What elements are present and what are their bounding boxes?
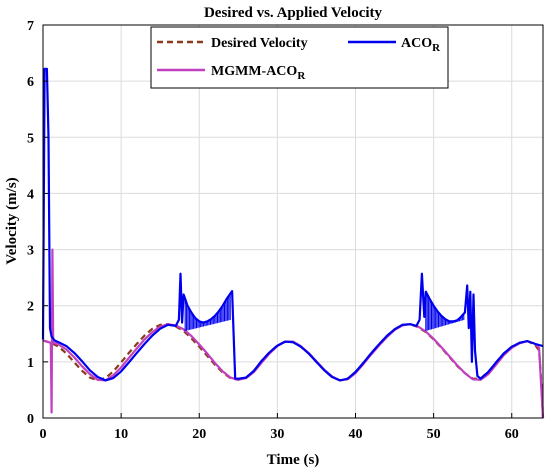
y-tick-label: 6 (27, 75, 34, 90)
x-tick-label: 40 (349, 427, 363, 442)
series-layer (41, 67, 545, 419)
legend-box (150, 26, 449, 89)
y-tick-label: 2 (27, 300, 34, 315)
ticks: 0 10 20 30 40 50 60 0 1 2 3 4 5 6 7 (27, 19, 519, 442)
y-tick-label: 7 (27, 19, 34, 34)
y-tick-label: 5 (27, 131, 34, 146)
series-line-acor (41, 67, 544, 382)
y-tick-label: 3 (27, 244, 34, 259)
y-tick-label: 0 (27, 412, 34, 427)
x-tick-label: 20 (192, 427, 206, 442)
legend-label-acor: ACOR (401, 36, 441, 54)
legend: Desired Velocity ACOR MGMM-ACOR (150, 26, 449, 89)
aco-oscillation-band (425, 291, 465, 331)
legend-label-desired: Desired Velocity (211, 36, 308, 51)
y-axis-label: Velocity (m/s) (4, 177, 20, 264)
chart-title: Desired vs. Applied Velocity (204, 5, 383, 21)
x-tick-label: 60 (505, 427, 519, 442)
x-tick-label: 50 (427, 427, 441, 442)
plot-area (43, 25, 543, 418)
x-tick-label: 0 (40, 427, 47, 442)
aco-oscillation-band (184, 293, 231, 331)
plot-frame (42, 24, 544, 419)
legend-label-mgmm: MGMM-ACOR (211, 64, 306, 82)
x-tick-label: 10 (114, 427, 128, 442)
x-tick-label: 30 (270, 427, 284, 442)
y-tick-label: 4 (27, 187, 34, 202)
x-axis-label: Time (s) (267, 452, 320, 468)
y-tick-label: 1 (27, 356, 34, 371)
